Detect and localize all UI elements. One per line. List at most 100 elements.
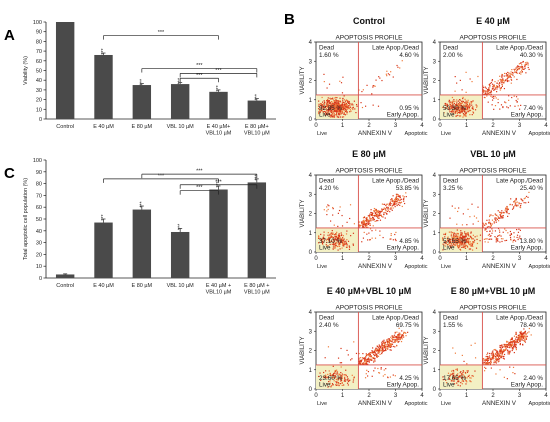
event-dot [465, 372, 467, 374]
event-dot [320, 103, 323, 105]
event-dot [460, 103, 462, 105]
event-dot [341, 112, 344, 114]
event-dot [336, 97, 338, 99]
event-dot [459, 237, 461, 239]
event-dot [448, 240, 450, 242]
event-dot [339, 373, 341, 376]
event-dot [524, 67, 526, 69]
event-dot [461, 380, 463, 382]
event-dot [508, 351, 510, 353]
event-dot [326, 112, 329, 114]
event-dot [486, 91, 488, 93]
event-dot [448, 377, 451, 379]
event-dot [500, 212, 503, 214]
event-dot [325, 375, 327, 377]
event-dot [521, 336, 523, 338]
event-dot [392, 345, 394, 348]
event-dot [506, 341, 508, 343]
event-dot [463, 107, 466, 110]
event-dot [385, 73, 387, 75]
event-dot [509, 230, 512, 233]
event-dot [400, 202, 402, 204]
event-dot [458, 375, 461, 378]
event-dot [453, 238, 456, 241]
event-dot [389, 349, 391, 351]
event-dot [446, 103, 448, 105]
event-dot [511, 342, 513, 344]
event-dot [471, 244, 473, 246]
event-dot [520, 198, 522, 200]
event-dot [459, 108, 461, 110]
event-dot [456, 374, 458, 376]
event-dot [482, 90, 484, 92]
event-dot [452, 377, 455, 379]
event-dot [451, 241, 454, 243]
event-dot [465, 111, 467, 113]
event-dot [474, 236, 476, 238]
event-dot [516, 67, 518, 69]
x-tick-label: 4 [420, 393, 424, 399]
event-dot [360, 362, 362, 364]
event-dot [485, 362, 487, 364]
event-dot [510, 233, 513, 236]
event-dots [442, 60, 530, 118]
event-dot [461, 234, 463, 236]
event-dot [447, 239, 449, 242]
event-dot [465, 105, 467, 107]
event-dot [338, 101, 340, 103]
event-dot [319, 237, 321, 240]
event-dot [467, 237, 469, 239]
event-dot [333, 113, 335, 115]
event-dot [520, 62, 522, 64]
event-dot [361, 241, 363, 243]
event-dot [332, 248, 334, 250]
event-dot [463, 242, 466, 244]
event-dot [337, 100, 339, 102]
event-dot [367, 219, 369, 221]
event-dot [398, 335, 400, 337]
x-tick-label: E 80 µM+ [245, 124, 269, 130]
event-dot [322, 111, 324, 113]
event-dot [405, 335, 407, 337]
event-dot [494, 105, 497, 107]
event-dot [353, 341, 355, 343]
event-dot [330, 232, 332, 234]
event-dot [327, 244, 329, 247]
bar [170, 84, 190, 119]
event-dot [384, 211, 386, 213]
event-dot [508, 73, 510, 75]
event-dot [339, 80, 341, 82]
event-dot [503, 72, 506, 75]
event-dot [518, 203, 521, 205]
event-dot [365, 225, 367, 227]
event-dot [318, 242, 320, 244]
event-dot [493, 97, 495, 99]
event-dot [447, 372, 450, 374]
event-dot [460, 382, 462, 384]
event-dot [496, 352, 498, 354]
event-dot [326, 101, 328, 104]
event-dot [501, 346, 504, 349]
event-dot [326, 210, 328, 212]
x-tick-label: 0 [438, 123, 442, 129]
event-dot [488, 92, 491, 94]
event-dot [461, 383, 463, 385]
event-dot [337, 212, 339, 214]
event-dot [454, 352, 457, 354]
event-dot [505, 207, 507, 209]
event-dot [501, 216, 503, 218]
event-dot [373, 357, 375, 359]
event-dot [508, 341, 510, 344]
event-dot [360, 360, 362, 363]
event-dot [325, 105, 328, 107]
event-dot [488, 225, 490, 228]
event-dot [461, 102, 463, 104]
event-dot [507, 107, 509, 109]
event-dot [482, 361, 484, 363]
event-dot [324, 376, 326, 379]
event-dot [455, 240, 457, 242]
event-dot [323, 106, 325, 108]
event-dot [401, 198, 403, 200]
event-dot [453, 102, 455, 105]
event-dot [521, 332, 523, 334]
